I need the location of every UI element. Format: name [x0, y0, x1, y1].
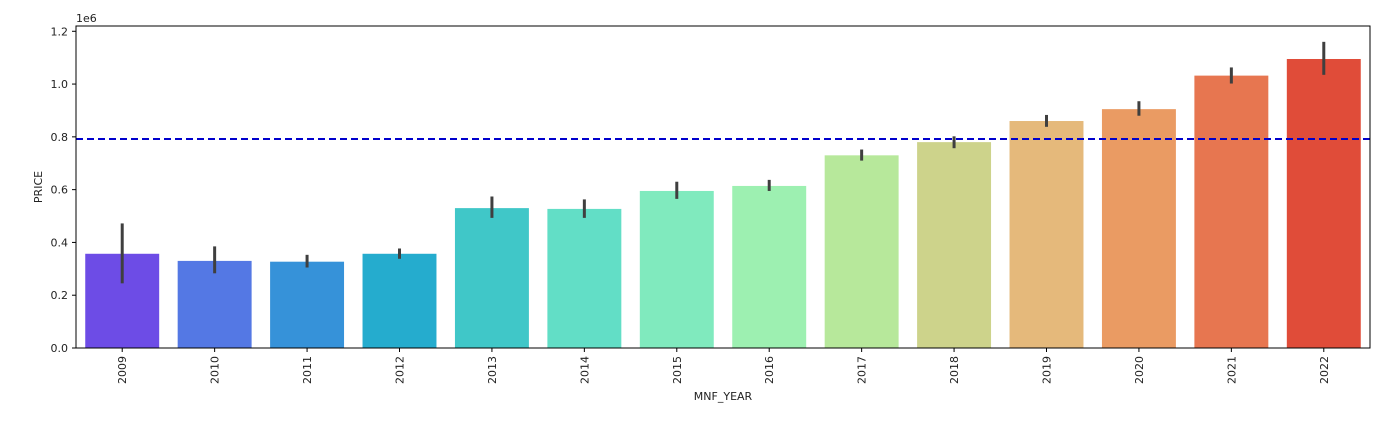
y-tick-label: 0.2	[51, 289, 69, 302]
bars-group	[85, 58, 1361, 349]
y-ticks-group: 0.0 0.2 0.4 0.6 0.8 1.0 1.2	[51, 25, 76, 355]
bar-2010	[177, 260, 252, 348]
bar-2015	[639, 190, 714, 348]
x-tick-label-2014: 2014	[578, 356, 591, 384]
bar-2020	[1101, 109, 1176, 348]
y-tick-label: 0.6	[51, 184, 69, 197]
x-ticks-group: 2009 2010 2011 2012 2013 2014 2015 2016 2017 2018…	[116, 348, 1331, 384]
x-tick-label-2019: 2019	[1041, 356, 1054, 384]
bar-2012	[362, 253, 437, 348]
x-tick-label-2018: 2018	[948, 356, 961, 384]
bar-2022	[1286, 58, 1361, 349]
x-tick-label-2020: 2020	[1133, 356, 1146, 384]
bar-2016	[732, 185, 807, 348]
x-tick-label-2022: 2022	[1318, 356, 1331, 384]
x-axis-label: MNF_YEAR	[694, 390, 753, 403]
y-offset-label: 1e6	[76, 12, 97, 25]
bar-2019	[1009, 121, 1084, 349]
y-tick-label: 1.2	[51, 25, 69, 38]
x-tick-label-2015: 2015	[671, 356, 684, 384]
x-tick-label-2010: 2010	[209, 356, 222, 384]
x-tick-label-2016: 2016	[763, 356, 776, 384]
y-tick-label: 0.0	[51, 342, 69, 355]
bar-2011	[270, 261, 345, 348]
y-axis-label: PRICE	[32, 171, 45, 203]
y-tick-label: 1.0	[51, 78, 69, 91]
x-tick-label-2013: 2013	[486, 356, 499, 384]
bar-2021	[1194, 75, 1269, 348]
x-tick-label-2017: 2017	[856, 356, 869, 384]
bar-2018	[917, 142, 992, 348]
x-tick-label-2012: 2012	[394, 356, 407, 384]
axes-frame	[75, 25, 1371, 349]
bar-2017	[824, 155, 899, 348]
y-tick-label: 0.4	[51, 236, 69, 249]
bar-2013	[454, 208, 529, 348]
bar-2014	[547, 208, 622, 348]
x-tick-label-2011: 2011	[301, 356, 314, 384]
y-tick-label: 0.8	[51, 131, 69, 144]
x-tick-label-2009: 2009	[116, 356, 129, 384]
error-bars-group	[120, 41, 1326, 284]
x-tick-label-2021: 2021	[1225, 356, 1238, 384]
